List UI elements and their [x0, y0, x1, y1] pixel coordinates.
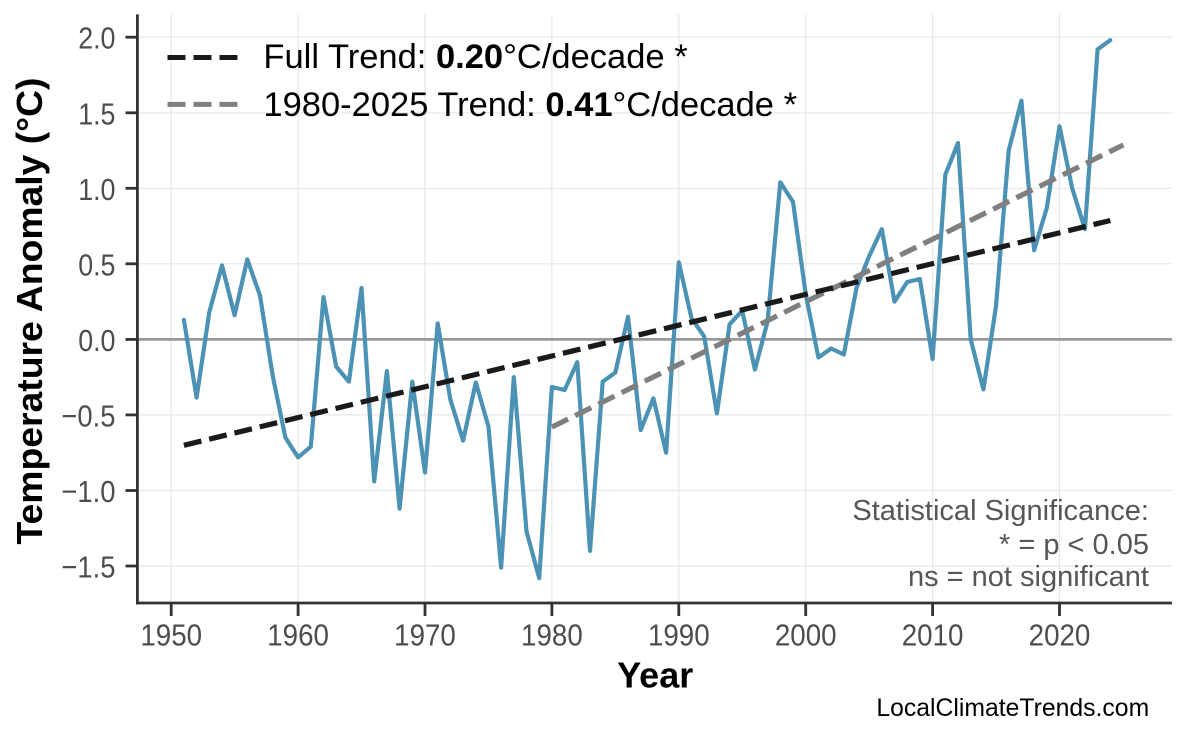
svg-text:Statistical Significance:: Statistical Significance: [852, 495, 1149, 527]
svg-text:1980: 1980 [521, 618, 583, 653]
svg-text:2.0: 2.0 [78, 21, 115, 56]
svg-text:1980-2025 Trend: 0.41°C/decade: 1980-2025 Trend: 0.41°C/decade * [263, 86, 797, 124]
svg-text:−1.0: −1.0 [61, 474, 115, 509]
svg-text:Year: Year [617, 655, 693, 696]
svg-text:* = p < 0.05: * = p < 0.05 [999, 529, 1149, 561]
svg-text:1.5: 1.5 [78, 96, 115, 131]
svg-text:1950: 1950 [140, 618, 202, 653]
svg-text:0.5: 0.5 [78, 247, 115, 282]
svg-text:−1.5: −1.5 [61, 550, 115, 585]
svg-text:LocalClimateTrends.com: LocalClimateTrends.com [876, 695, 1149, 722]
svg-text:2020: 2020 [1029, 618, 1091, 653]
svg-text:1960: 1960 [267, 618, 329, 653]
svg-text:1990: 1990 [648, 618, 710, 653]
svg-text:0.0: 0.0 [78, 323, 115, 358]
svg-text:Full Trend: 0.20°C/decade *: Full Trend: 0.20°C/decade * [263, 38, 687, 76]
svg-text:−0.5: −0.5 [61, 398, 115, 433]
svg-text:1.0: 1.0 [78, 172, 115, 207]
svg-text:ns = not significant: ns = not significant [908, 561, 1149, 593]
svg-text:1970: 1970 [394, 618, 456, 653]
svg-text:2000: 2000 [775, 618, 837, 653]
svg-text:2010: 2010 [902, 618, 964, 653]
svg-text:Temperature Anomaly (°C): Temperature Anomaly (°C) [9, 77, 50, 544]
